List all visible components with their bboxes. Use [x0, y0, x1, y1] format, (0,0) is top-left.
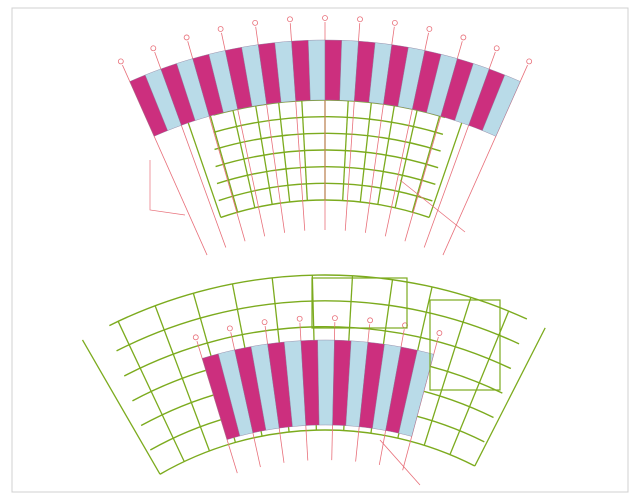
- axis-marker: [460, 34, 467, 41]
- beam-radial: [301, 100, 308, 201]
- axis-marker: [117, 58, 124, 65]
- beam-radial: [423, 297, 472, 446]
- axis-marker: [192, 334, 199, 341]
- beam-radial: [187, 122, 222, 218]
- beam-radial: [154, 305, 211, 452]
- axis-marker: [287, 16, 293, 23]
- beam-arc: [213, 115, 444, 135]
- axis-marker: [217, 26, 224, 32]
- dimension-line: [149, 160, 186, 216]
- beam-radial: [449, 310, 510, 455]
- roof-panel: [324, 39, 342, 101]
- roof-panel: [398, 350, 434, 437]
- side-frame: [311, 277, 408, 329]
- axis-marker: [436, 330, 443, 336]
- roof-panel: [317, 339, 335, 426]
- axis-marker: [391, 19, 398, 26]
- axis-marker: [332, 315, 338, 322]
- guide-line: [379, 439, 421, 486]
- beam-arc: [215, 149, 439, 169]
- beam-arc: [159, 429, 476, 475]
- beam-arc: [214, 132, 441, 152]
- beam-arc: [116, 300, 520, 352]
- axis-marker: [150, 45, 157, 52]
- axis-marker: [226, 325, 233, 332]
- axis-marker: [493, 45, 500, 52]
- beam-radial: [474, 327, 546, 467]
- roof-panel: [482, 74, 521, 137]
- beam-radial: [342, 100, 349, 201]
- beam-radial: [394, 110, 418, 208]
- beam-arc: [123, 326, 512, 377]
- guide-line: [399, 179, 466, 233]
- beam-radial: [81, 339, 161, 475]
- beam-arc: [216, 166, 436, 186]
- axis-marker: [261, 319, 268, 326]
- axis-marker: [526, 58, 533, 65]
- axis-marker: [357, 16, 363, 23]
- beam-radial: [278, 102, 291, 203]
- beam-radial: [377, 105, 395, 205]
- beam-radial: [359, 102, 372, 203]
- beam-radial: [411, 115, 441, 213]
- axis-marker: [183, 34, 190, 41]
- axis-marker: [322, 15, 328, 21]
- axis-marker: [426, 26, 433, 32]
- beam-radial: [428, 122, 463, 218]
- beam-radial: [255, 105, 273, 205]
- upper-plan: [117, 15, 533, 256]
- beam-radial: [117, 321, 185, 462]
- side-frame: [429, 299, 501, 391]
- axis-marker: [296, 315, 303, 322]
- roof-panel: [308, 39, 326, 101]
- axis-marker: [252, 19, 259, 26]
- beam-radial: [209, 115, 239, 213]
- axis-marker: [367, 317, 374, 324]
- lower-plan: [81, 274, 546, 486]
- beam-radial: [232, 110, 256, 208]
